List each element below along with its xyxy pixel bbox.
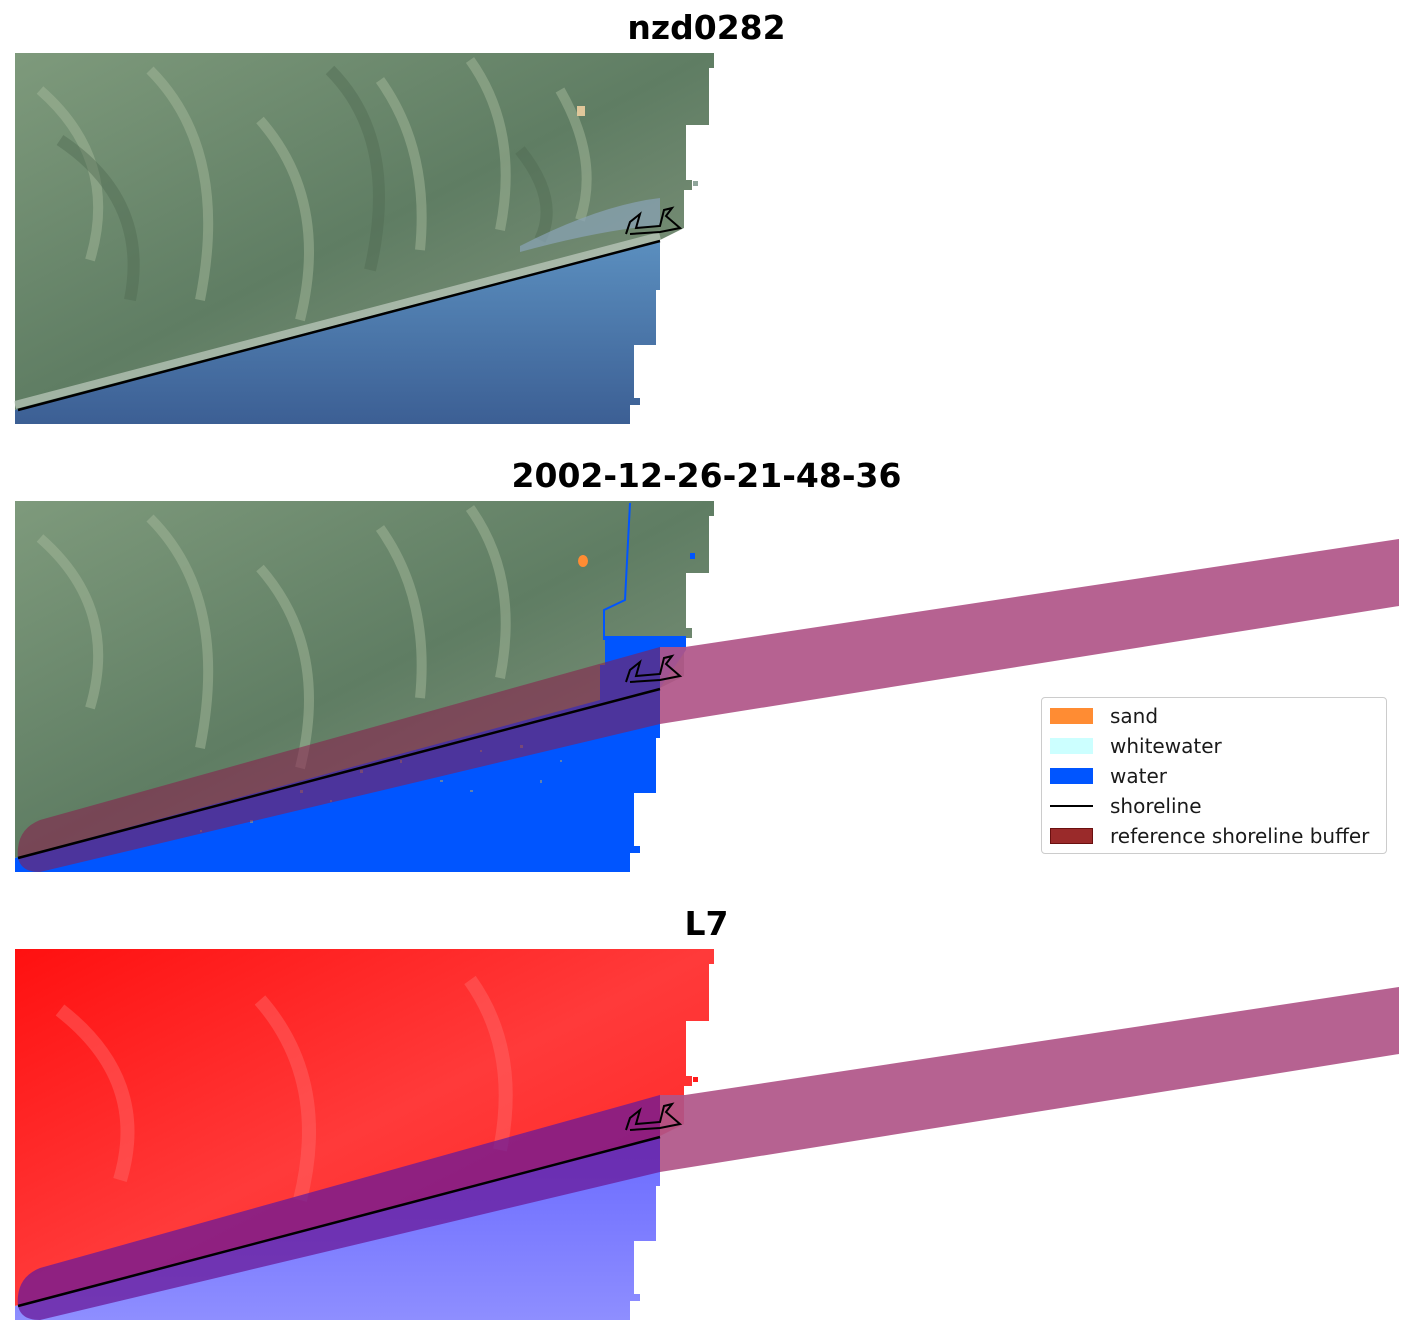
buffer-band-2 <box>660 539 1399 724</box>
panel-title-1: nzd0282 <box>627 8 786 47</box>
terrain-texture <box>36 57 592 322</box>
panel-classified-image <box>15 501 1399 872</box>
land-area <box>15 53 714 410</box>
water-swatch <box>1050 768 1093 784</box>
legend-label-shoreline: shoreline <box>1110 794 1202 818</box>
legend-item-sand: sand <box>1050 703 1158 729</box>
legend-label-whitewater: whitewater <box>1110 734 1222 758</box>
legend-item-water: water <box>1050 763 1167 789</box>
whitewater-swatch <box>1050 738 1093 754</box>
shoreline-swatch <box>1050 805 1093 807</box>
legend-item-shoreline: shoreline <box>1050 793 1202 819</box>
shoreline-lagoon-1 <box>625 206 683 235</box>
legend-item-buffer: reference shoreline buffer <box>1050 823 1369 849</box>
land-area-2 <box>15 501 714 858</box>
panel-index-image <box>15 949 1399 1320</box>
buffer-band-3 <box>660 987 1399 1172</box>
panel-title-3: L7 <box>684 904 729 943</box>
shoreline-3 <box>17 1135 661 1308</box>
legend-label-water: water <box>1110 764 1167 788</box>
legend-label-sand: sand <box>1110 704 1159 728</box>
shoreline-2 <box>17 687 661 860</box>
sand-patch <box>578 555 588 567</box>
land-index-area <box>15 949 714 1306</box>
legend-label-buffer: reference shoreline buffer <box>1110 824 1370 848</box>
legend-item-whitewater: whitewater <box>1050 733 1222 759</box>
panel-title-2: 2002-12-26-21-48-36 <box>511 456 902 495</box>
shoreline-1 <box>17 239 661 412</box>
sea-area <box>15 240 660 424</box>
legend: sand whitewater water shoreline referenc… <box>1041 697 1387 854</box>
buffer-swatch <box>1050 828 1093 844</box>
sand-swatch <box>1050 708 1093 724</box>
panel-rgb-image <box>13 53 714 424</box>
